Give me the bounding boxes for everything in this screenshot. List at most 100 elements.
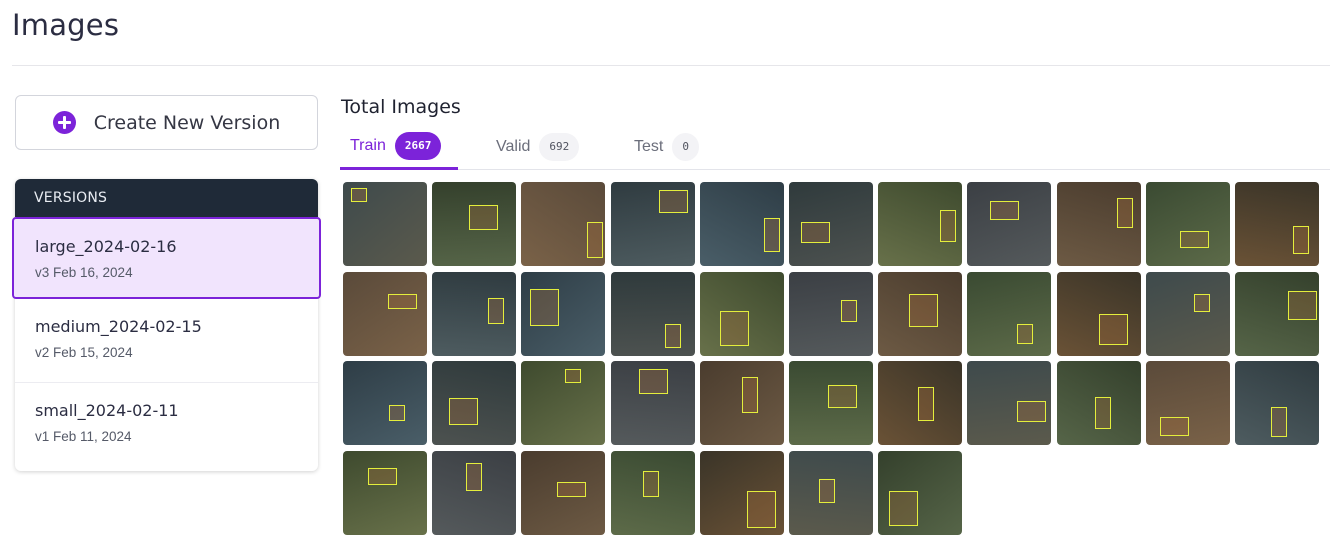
image-thumbnail[interactable] bbox=[967, 361, 1052, 445]
bounding-box bbox=[1116, 198, 1133, 228]
bounding-box bbox=[449, 398, 479, 425]
tab-valid[interactable]: Valid 692 bbox=[486, 124, 589, 170]
image-thumbnail[interactable] bbox=[1145, 182, 1230, 266]
versions-header: VERSIONS bbox=[15, 179, 318, 217]
tab-test[interactable]: Test 0 bbox=[624, 124, 709, 170]
bounding-box bbox=[909, 293, 939, 327]
bounding-box bbox=[389, 405, 405, 421]
bounding-box bbox=[557, 481, 587, 497]
bounding-box bbox=[719, 310, 749, 346]
image-thumbnail[interactable] bbox=[610, 182, 695, 266]
bounding-box bbox=[828, 385, 857, 408]
bounding-box bbox=[530, 288, 560, 326]
bounding-box bbox=[642, 470, 659, 497]
bounding-box bbox=[1271, 407, 1287, 437]
image-thumbnail[interactable] bbox=[432, 271, 517, 356]
image-thumbnail[interactable] bbox=[521, 271, 606, 356]
image-thumbnail[interactable] bbox=[343, 361, 427, 445]
version-name: large_2024-02-16 bbox=[35, 237, 177, 256]
image-thumbnail[interactable] bbox=[1235, 271, 1319, 356]
bounding-box bbox=[1193, 293, 1210, 312]
image-thumbnail[interactable] bbox=[878, 271, 963, 356]
image-thumbnail[interactable] bbox=[878, 450, 963, 535]
bounding-box bbox=[351, 188, 367, 202]
tab-label: Train bbox=[350, 136, 386, 154]
image-thumbnail[interactable] bbox=[1056, 361, 1141, 445]
image-thumbnail[interactable] bbox=[432, 450, 517, 535]
image-thumbnail[interactable] bbox=[967, 182, 1052, 266]
image-thumbnail[interactable] bbox=[878, 361, 963, 445]
image-thumbnail[interactable] bbox=[789, 361, 873, 445]
image-thumbnail[interactable] bbox=[343, 182, 427, 266]
image-thumbnail[interactable] bbox=[610, 361, 695, 445]
bounding-box bbox=[1293, 226, 1309, 254]
version-name: small_2024-02-11 bbox=[35, 401, 179, 420]
bounding-box bbox=[1098, 313, 1128, 345]
image-thumbnail[interactable] bbox=[699, 450, 784, 535]
image-thumbnail[interactable] bbox=[1056, 271, 1141, 356]
image-thumbnail[interactable] bbox=[432, 182, 517, 266]
bounding-box bbox=[801, 222, 830, 243]
bounding-box bbox=[388, 293, 417, 309]
bounding-box bbox=[819, 478, 835, 503]
image-thumbnail[interactable] bbox=[343, 450, 427, 535]
bounding-box bbox=[889, 490, 919, 526]
bounding-box bbox=[488, 297, 505, 324]
image-thumbnail[interactable] bbox=[699, 182, 784, 266]
create-new-version-button[interactable]: Create New Version bbox=[15, 95, 318, 150]
bounding-box bbox=[990, 201, 1020, 220]
image-thumbnail[interactable] bbox=[699, 271, 784, 356]
bounding-box bbox=[658, 190, 688, 213]
tab-count-badge: 0 bbox=[672, 133, 699, 161]
image-thumbnail[interactable] bbox=[432, 361, 517, 445]
bounding-box bbox=[763, 218, 780, 252]
bounding-box bbox=[1017, 401, 1047, 422]
version-name: medium_2024-02-15 bbox=[35, 317, 202, 336]
bounding-box bbox=[587, 222, 604, 258]
bounding-box bbox=[1288, 290, 1317, 320]
image-thumbnail[interactable] bbox=[343, 271, 427, 356]
bounding-box bbox=[741, 377, 758, 413]
image-thumbnail[interactable] bbox=[521, 361, 606, 445]
image-thumbnail[interactable] bbox=[1056, 182, 1141, 266]
image-thumbnail[interactable] bbox=[521, 182, 606, 266]
image-thumbnail[interactable] bbox=[789, 450, 873, 535]
bounding-box bbox=[841, 299, 857, 322]
version-item-medium[interactable]: medium_2024-02-15 v2 Feb 15, 2024 bbox=[15, 299, 318, 383]
version-date: v1 Feb 11, 2024 bbox=[35, 429, 132, 444]
image-thumbnail[interactable] bbox=[699, 361, 784, 445]
image-thumbnail[interactable] bbox=[1235, 182, 1319, 266]
plus-circle-icon bbox=[52, 111, 76, 134]
image-thumbnail[interactable] bbox=[1235, 361, 1319, 445]
create-new-version-label: Create New Version bbox=[93, 111, 281, 134]
bounding-box bbox=[466, 462, 483, 491]
header-divider bbox=[12, 65, 1330, 66]
image-thumbnail[interactable] bbox=[610, 271, 695, 356]
bounding-box bbox=[469, 205, 499, 230]
bounding-box bbox=[368, 467, 397, 485]
bounding-box bbox=[1017, 323, 1034, 344]
version-item-small[interactable]: small_2024-02-11 v1 Feb 11, 2024 bbox=[15, 383, 318, 467]
bounding-box bbox=[1094, 397, 1111, 429]
image-thumbnail[interactable] bbox=[521, 450, 606, 535]
image-thumbnail[interactable] bbox=[967, 271, 1052, 356]
version-date: v3 Feb 16, 2024 bbox=[35, 265, 133, 280]
bounding-box bbox=[940, 210, 957, 242]
image-thumbnail[interactable] bbox=[789, 271, 873, 356]
tab-train[interactable]: Train 2667 bbox=[340, 124, 458, 170]
image-thumbnail[interactable] bbox=[878, 182, 963, 266]
page-title: Images bbox=[12, 8, 120, 42]
tab-label: Valid bbox=[496, 138, 531, 155]
bounding-box bbox=[664, 323, 681, 348]
image-thumbnail[interactable] bbox=[789, 182, 873, 266]
tab-count-badge: 692 bbox=[539, 133, 580, 161]
version-item-large[interactable]: large_2024-02-16 v3 Feb 16, 2024 bbox=[12, 217, 321, 299]
bounding-box bbox=[746, 490, 776, 528]
image-thumbnail[interactable] bbox=[1145, 361, 1230, 445]
bounding-box bbox=[918, 387, 935, 421]
image-thumbnail[interactable] bbox=[1145, 271, 1230, 356]
version-date: v2 Feb 15, 2024 bbox=[35, 345, 133, 360]
tab-label: Test bbox=[634, 138, 664, 155]
image-thumbnail[interactable] bbox=[610, 450, 695, 535]
versions-panel: VERSIONS large_2024-02-16 v3 Feb 16, 202… bbox=[12, 179, 321, 471]
